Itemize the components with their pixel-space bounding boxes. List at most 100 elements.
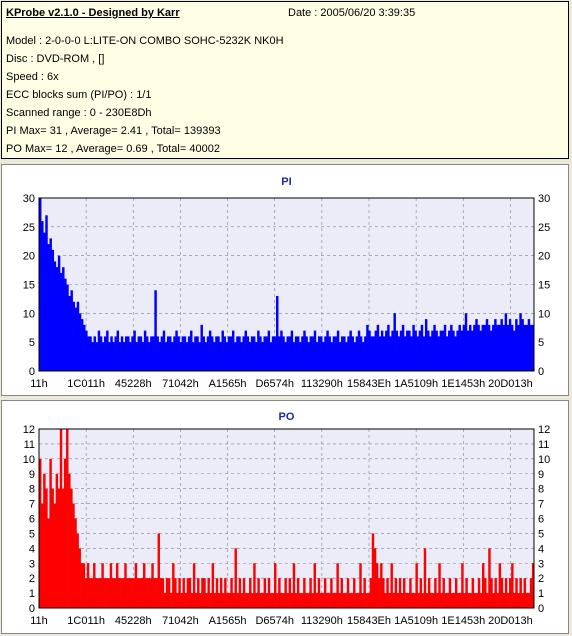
po-bar <box>330 578 333 608</box>
pi-bar <box>227 336 231 371</box>
pi-bar <box>83 324 86 371</box>
pi-bar <box>152 336 155 371</box>
po-bar <box>115 563 119 608</box>
po-y-tick-right: 7 <box>538 499 544 511</box>
po-bar <box>59 429 63 608</box>
po-bar <box>432 593 435 608</box>
pi-bar <box>192 342 195 371</box>
pi-bar <box>498 324 501 371</box>
pi-bar <box>410 336 413 371</box>
pi-y-tick-left: 15 <box>23 280 35 292</box>
po-bar <box>525 593 529 608</box>
pi-bar <box>391 330 394 371</box>
pi-bar <box>278 336 281 371</box>
po-bar <box>496 593 499 608</box>
pi-bar <box>504 313 508 371</box>
po-bar <box>492 593 495 608</box>
pi-bar <box>187 336 191 371</box>
pi-bar <box>250 336 254 371</box>
po-bar <box>521 593 524 608</box>
po-bar <box>398 578 402 608</box>
po-bar <box>440 593 443 608</box>
po-bar <box>500 578 504 608</box>
pi-bar <box>439 330 443 371</box>
po-bar <box>465 578 468 608</box>
po-bar <box>122 578 125 608</box>
pi-bar <box>294 336 298 371</box>
po-bar <box>504 578 508 608</box>
po-bar <box>527 593 531 608</box>
po-bar <box>261 593 264 608</box>
po-bar <box>467 593 470 608</box>
po-bar <box>436 593 439 608</box>
po-bar <box>74 518 77 608</box>
pi-bar <box>234 342 237 371</box>
po-bar <box>161 578 165 608</box>
po-bar <box>172 563 175 608</box>
po-bar <box>280 593 283 608</box>
po-chart-title: PO <box>279 411 295 423</box>
pi-bar <box>89 336 92 371</box>
info-ecc-blocks: ECC blocks sum (PI/PO) : 1/1 <box>6 89 152 101</box>
pi-bar <box>464 313 468 371</box>
po-bar <box>309 578 312 608</box>
po-bar <box>438 563 441 608</box>
pi-bar <box>91 342 94 371</box>
po-bar <box>99 578 102 608</box>
po-bar <box>523 578 527 608</box>
po-bar <box>413 593 416 608</box>
pi-bar <box>45 215 48 371</box>
po-bar <box>490 578 493 608</box>
pi-bar <box>240 342 243 371</box>
pi-bar <box>521 319 524 371</box>
pi-bar <box>282 336 285 371</box>
po-bar <box>457 593 460 608</box>
po-bar <box>140 578 144 608</box>
po-bar <box>126 578 129 608</box>
pi-bar <box>97 330 101 371</box>
po-bar <box>475 593 479 608</box>
po-y-tick-right: 10 <box>538 454 550 466</box>
po-bar <box>365 593 368 608</box>
pi-bar <box>336 330 340 371</box>
pi-bar <box>441 330 445 371</box>
pi-bar <box>280 330 283 371</box>
pi-bar <box>450 324 453 371</box>
po-bar <box>353 578 356 608</box>
po-bar <box>159 578 163 608</box>
pi-bar <box>435 330 438 371</box>
po-bar <box>178 578 181 608</box>
pi-bar <box>150 336 153 371</box>
po-bar <box>55 473 59 608</box>
po-bar <box>367 593 371 608</box>
pi-bar <box>519 313 522 371</box>
po-bar <box>176 593 179 608</box>
po-x-tick: 113290h <box>301 615 343 627</box>
pi-bar <box>244 330 247 371</box>
po-bar <box>234 548 237 608</box>
pi-bar <box>68 296 71 371</box>
po-bar <box>350 593 354 608</box>
pi-bar <box>466 330 470 371</box>
po-bar <box>165 578 169 608</box>
pi-bar <box>242 336 245 371</box>
po-bar <box>124 563 127 608</box>
pi-bar <box>248 342 252 371</box>
po-bar <box>469 593 472 608</box>
po-y-tick-left: 10 <box>23 454 35 466</box>
po-bar <box>479 593 483 608</box>
pi-bar <box>64 278 67 371</box>
po-bar <box>109 563 113 608</box>
po-bar <box>448 578 452 608</box>
po-bar <box>415 563 418 608</box>
pi-bar <box>269 342 273 371</box>
info-speed: Speed : 6x <box>6 71 59 83</box>
po-bar <box>97 578 100 608</box>
po-bar <box>471 578 475 608</box>
pi-bar <box>458 324 461 371</box>
po-chart-panel: PO 0 0 1 1 2 2 3 3 4 4 5 5 6 6 7 7 8 8 9 9 10 10 11 11 12 12 11h 1C0… <box>1 400 569 634</box>
pi-bar <box>80 319 84 371</box>
po-bar <box>378 578 381 608</box>
pi-bar <box>76 301 80 371</box>
po-bar <box>357 593 360 608</box>
